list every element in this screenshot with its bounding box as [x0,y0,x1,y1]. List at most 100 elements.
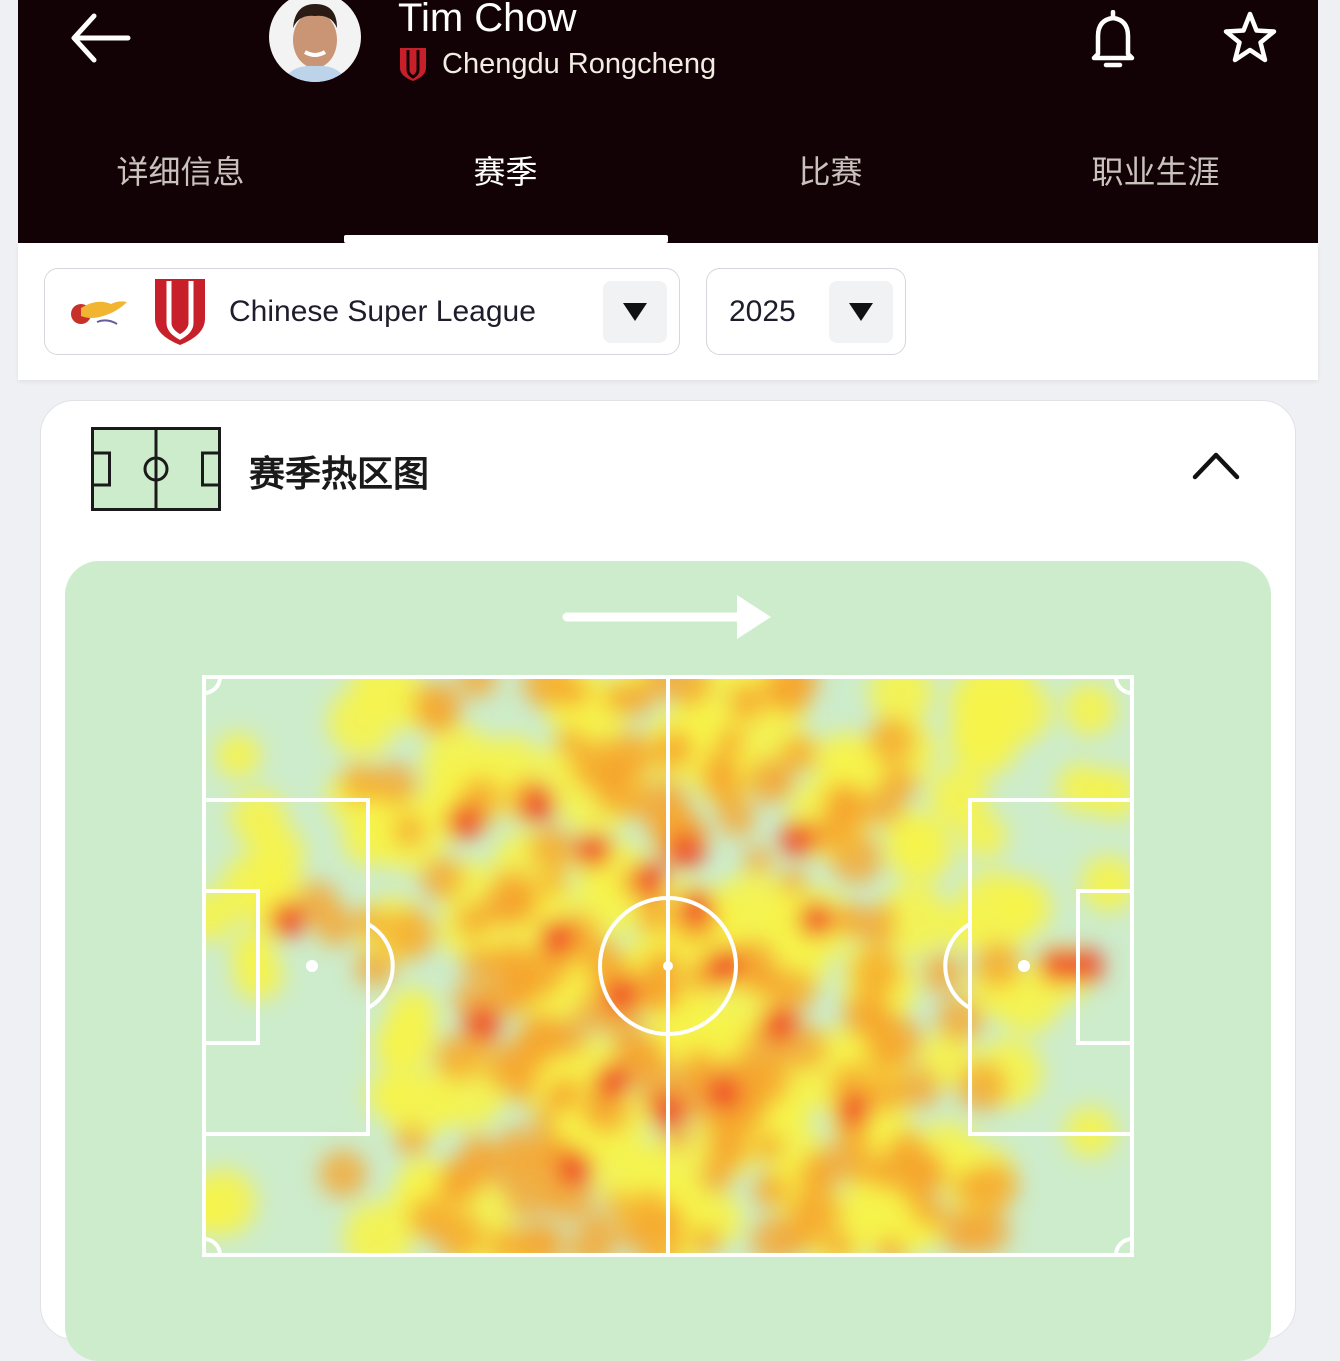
heat-hotspot [538,919,575,956]
heat-blob-mid [506,1073,538,1104]
heat-blob-mid [666,731,692,757]
tab-matches[interactable]: 比赛 [798,153,863,191]
player-name: Tim Chow [398,0,577,40]
heat-blob-mid [559,677,591,708]
heat-blob-low [342,808,401,867]
heat-hotspot [269,901,306,938]
tab-season[interactable]: 赛季 [473,153,538,191]
heat-blob-mid [897,1066,941,1109]
heat-blob-low [1089,769,1132,820]
heat-hotspot [761,1005,798,1042]
heat-blob-mid [780,735,818,772]
heat-blob-low [204,1169,257,1236]
caret-down-icon [623,303,647,321]
season-select[interactable]: 2025 [706,268,906,355]
heat-blob-mid [690,1225,721,1255]
heat-hotspot [594,1063,631,1100]
heat-blob-mid [420,856,464,901]
collapse-chevron-icon[interactable] [1191,449,1241,481]
league-select[interactable]: Chinese Super League [44,268,680,355]
heat-blob-mid [384,908,436,960]
heat-blob-mid [868,1074,907,1113]
tab-details[interactable]: 详细信息 [116,153,245,191]
heat-blob-mid [718,800,756,837]
filter-bar: Chinese Super League 2025 [18,243,1318,380]
heat-blob-low [962,677,1033,720]
heat-blob-mid [665,677,712,708]
heat-hotspot [1067,948,1104,984]
heat-hotspot [705,1075,742,1112]
heat-blob-mid [530,1108,557,1135]
season-value: 2025 [729,294,796,328]
heat-blob-mid [890,1130,926,1166]
heat-blob-mid [522,677,574,709]
heat-blob-mid [519,1012,568,1061]
heat-blob-mid [319,1150,367,1198]
heat-blob-mid [680,1049,719,1088]
heat-blob-low [215,733,261,778]
back-arrow-icon[interactable] [68,12,132,64]
heat-blob-mid [457,677,497,699]
heat-blob-mid [433,1210,485,1255]
heat-blob-mid [727,682,767,722]
heat-blob-mid [355,948,395,988]
heat-blob-mid [568,1224,616,1255]
heat-blob-low [1081,856,1132,912]
pitch-icon [91,427,221,511]
heat-blob-mid [875,1016,923,1065]
heat-blob-mid [392,814,426,848]
heat-blob-mid [744,845,773,874]
heat-blob-mid [839,903,867,931]
heatmap-area [65,561,1271,1361]
heat-blob-mid [529,825,576,873]
heat-hotspot [575,832,612,869]
league-dropdown-button[interactable] [603,281,667,343]
caret-down-icon [849,303,873,321]
heat-hotspot [603,976,640,1013]
heat-blob-low [961,812,1007,859]
league-logo-icon [71,300,127,325]
heat-blob-mid [372,762,418,807]
heat-blob-low [376,1011,437,1071]
star-icon[interactable] [1222,10,1278,66]
heat-blob-mid [974,941,1022,989]
heat-blob-mid [632,965,677,1010]
heat-blob-mid [809,1165,838,1194]
heat-blob-mid [484,970,532,1017]
heat-blob-mid [779,867,807,895]
heat-blob-mid [746,757,794,805]
season-dropdown-button[interactable] [829,281,893,343]
heat-blob-mid [662,1122,692,1152]
heat-blob-mid [778,1211,822,1255]
heat-blob-mid [539,871,566,898]
heat-blob-low [868,677,933,724]
tab-bar: 详细信息 赛季 比赛 职业生涯 [18,140,1318,204]
heat-blob-mid [612,1032,657,1076]
tab-career[interactable]: 职业生涯 [1091,153,1220,191]
heat-blob-mid [830,832,882,885]
heat-hotspot [798,901,835,938]
heat-blob-mid [637,778,689,829]
heat-blob-mid [834,1120,870,1156]
heat-blob-mid [575,991,614,1031]
heat-hotspot [779,820,816,857]
heat-blob-mid [939,1207,988,1255]
heat-hotspot [668,832,705,869]
heat-blob-low [1064,683,1116,736]
heatmap-card: 赛季热区图 [40,400,1296,1361]
player-header: Tim Chow Chengdu Rongcheng 详细信息 赛季 比赛 职业… [18,0,1318,243]
heat-blob-mid [480,1144,524,1189]
heat-hotspot [631,861,668,898]
heat-blob-mid [922,953,964,994]
heat-blob-mid [754,1131,785,1162]
heat-blob-mid [957,1061,1007,1112]
heat-blob-low [204,890,235,942]
team-link[interactable]: Chengdu Rongcheng [398,46,716,82]
heat-blob-mid [605,1191,631,1216]
heat-hotspot [835,1092,872,1129]
bell-icon[interactable] [1090,10,1136,70]
heat-blob-mid [295,880,339,925]
heat-hotspot [677,890,714,927]
heat-blob-mid [632,1217,684,1255]
heat-blob-mid [487,1226,529,1255]
